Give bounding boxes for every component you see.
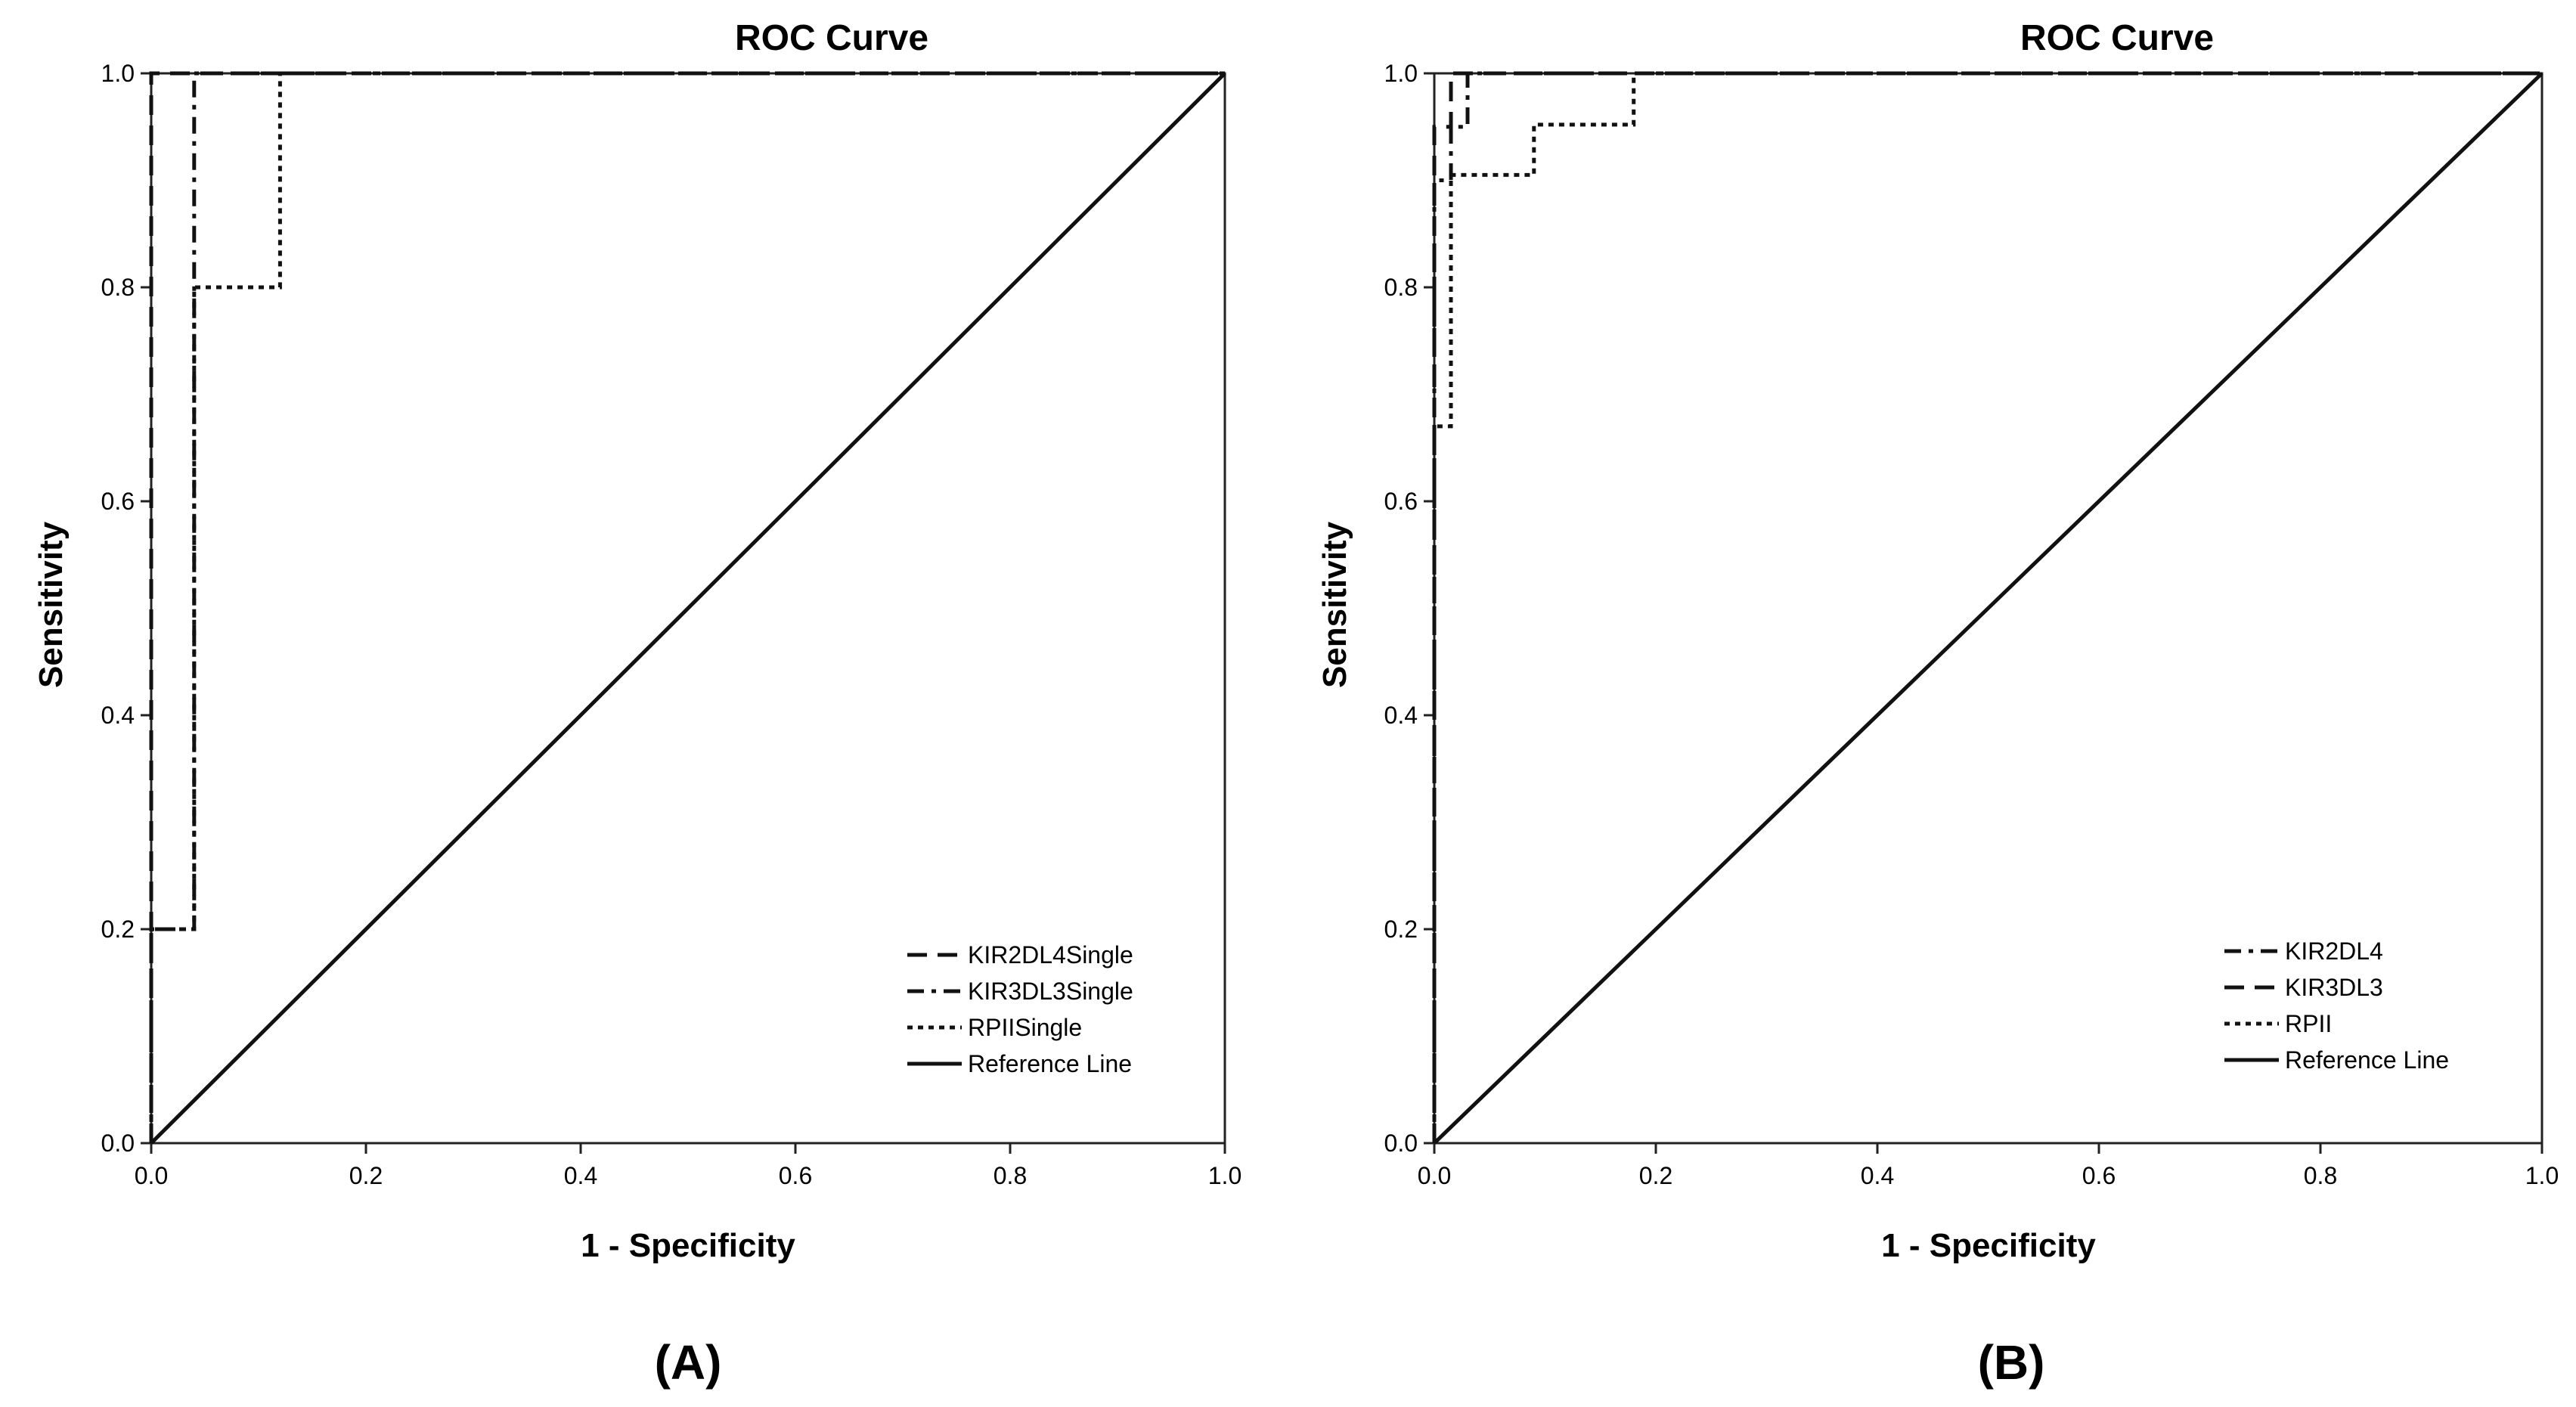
series-lines [1432, 71, 2543, 1145]
legend-label-kir2dl4single: KIR2DL4Single [968, 941, 1133, 968]
x-tick-label: 0.0 [135, 1162, 168, 1189]
panel-b: ROC Curve 0.0 0.2 0.4 0.6 0.8 1.0 0.0 0.2 0.4 0.6… [1316, 18, 2559, 1390]
x-tick-label: 0.6 [779, 1162, 812, 1189]
x-axis-label: 1 - Specificity [1881, 1227, 2096, 1264]
legend-label-reference-line: Reference Line [2285, 1046, 2449, 1074]
y-tick-label: 0.2 [1384, 916, 1418, 943]
y-tick-label: 0.6 [101, 488, 135, 515]
series-line-reference-line [150, 72, 1226, 1145]
series-line-rpiisingle [149, 71, 1225, 1143]
x-tick-label: 0.0 [1418, 1162, 1451, 1189]
x-tick-label: 0.6 [2082, 1162, 2116, 1189]
y-tick-label: 0.0 [1384, 1130, 1418, 1157]
x-tick-label: 0.2 [1639, 1162, 1672, 1189]
legend-label-rpii: RPII [2285, 1010, 2332, 1037]
y-axis-label: Sensitivity [33, 521, 70, 688]
y-tick-label: 0.6 [1384, 488, 1418, 515]
y-tick-label: 0.8 [1384, 274, 1418, 301]
y-tick-label: 0.2 [101, 916, 135, 943]
x-tick-label: 0.4 [564, 1162, 597, 1189]
chart-title: ROC Curve [2020, 18, 2214, 58]
x-tick-label: 0.8 [994, 1162, 1027, 1189]
y-axis-label: Sensitivity [1316, 521, 1353, 688]
legend: KIR2DL4 KIR3DL3 RPII Reference Line [2224, 937, 2449, 1074]
legend-label-kir3dl3: KIR3DL3 [2285, 974, 2383, 1001]
y-tick-label: 0.4 [1384, 702, 1418, 729]
x-axis-label: 1 - Specificity [581, 1227, 795, 1264]
x-tick-label: 1.0 [1208, 1162, 1242, 1189]
tick-labels: 0.0 0.2 0.4 0.6 0.8 1.0 0.0 0.2 0.4 0.6 0.8 1.0 [101, 60, 1242, 1189]
y-tick-label: 1.0 [101, 60, 135, 87]
legend: KIR2DL4Single KIR3DL3Single RPIISingle Refe… [907, 941, 1133, 1077]
series-lines [149, 71, 1226, 1145]
series-line-rpii [1432, 71, 2542, 1143]
panel-a: ROC Curve 0.0 0.2 0.4 0.6 0.8 1.0 0.0 0.2 0.4 0.6… [33, 18, 1242, 1390]
x-tick-label: 1.0 [2525, 1162, 2559, 1189]
legend-label-kir3dl3single: KIR3DL3Single [968, 978, 1133, 1005]
chart-title: ROC Curve [735, 18, 928, 58]
x-tick-label: 0.4 [1861, 1162, 1894, 1189]
legend-label-reference-line: Reference Line [968, 1050, 1132, 1077]
x-tick-label: 0.2 [349, 1162, 383, 1189]
y-tick-label: 0.8 [101, 274, 135, 301]
y-tick-label: 1.0 [1384, 60, 1418, 87]
x-tick-label: 0.8 [2304, 1162, 2337, 1189]
axis-ticks [1424, 72, 2543, 1154]
panel-label: (B) [1978, 1335, 2045, 1390]
series-line-reference-line [1433, 72, 2543, 1145]
y-tick-label: 0.0 [101, 1130, 135, 1157]
y-tick-label: 0.4 [101, 702, 135, 729]
legend-label-kir2dl4: KIR2DL4 [2285, 937, 2383, 965]
tick-labels: 0.0 0.2 0.4 0.6 0.8 1.0 0.0 0.2 0.4 0.6 0.8 1.0 [1384, 60, 2559, 1189]
panel-label: (A) [655, 1335, 722, 1390]
legend-label-rpiisingle: RPIISingle [968, 1014, 1082, 1041]
